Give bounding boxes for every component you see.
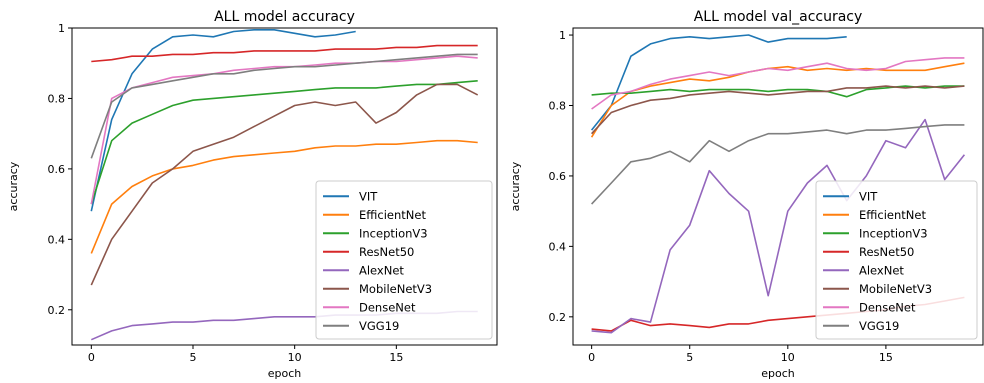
legend-item: EfficientNet bbox=[823, 208, 926, 222]
legend-label: InceptionV3 bbox=[359, 226, 428, 240]
y-axis-label: accuracy bbox=[509, 161, 522, 211]
series-line-mobilenetv3 bbox=[591, 85, 965, 135]
legend-label: VGG19 bbox=[859, 319, 899, 333]
x-tick-label: 5 bbox=[189, 351, 196, 364]
legend-label: VIT bbox=[859, 189, 878, 203]
legend: VIT EfficientNet InceptionV3 ResNet50 AlexNe… bbox=[815, 180, 978, 340]
legend-label: MobileNetV3 bbox=[359, 282, 432, 296]
legend-label: InceptionV3 bbox=[859, 226, 928, 240]
series-line-vgg19 bbox=[591, 124, 965, 205]
series-line-inceptionv3 bbox=[591, 85, 965, 98]
legend-item: ResNet50 bbox=[323, 245, 414, 259]
y-tick-label: 0.8 bbox=[549, 99, 567, 112]
y-tick-label: 0.6 bbox=[549, 170, 567, 183]
legend-item: MobileNetV3 bbox=[323, 282, 432, 296]
legend-box bbox=[315, 180, 493, 340]
x-axis-label: epoch bbox=[761, 367, 795, 380]
series-line-vgg19 bbox=[90, 53, 478, 159]
series-line-vit bbox=[590, 34, 847, 131]
series-line-densenet bbox=[90, 55, 478, 205]
legend-item: ResNet50 bbox=[823, 245, 914, 259]
legend-label: DenseNet bbox=[359, 300, 416, 314]
legend-label: AlexNet bbox=[859, 263, 904, 277]
legend-item: InceptionV3 bbox=[323, 226, 428, 240]
y-tick-label: 0.8 bbox=[48, 92, 66, 105]
legend-item: VIT bbox=[323, 189, 378, 203]
legend-label: EfficientNet bbox=[359, 208, 426, 222]
series-line-densenet bbox=[591, 57, 965, 110]
chart-title: ALL model accuracy bbox=[214, 9, 355, 25]
x-tick-label: 0 bbox=[88, 351, 95, 364]
plot-area-frame bbox=[71, 27, 498, 346]
legend-item: AlexNet bbox=[823, 263, 904, 277]
x-tick-label: 10 bbox=[288, 351, 302, 364]
y-tick-label: 0.2 bbox=[549, 311, 567, 324]
legend-label: DenseNet bbox=[859, 300, 916, 314]
y-tick-label: 0.4 bbox=[48, 233, 66, 246]
y-tick-label: 0.6 bbox=[48, 163, 66, 176]
legend-item: InceptionV3 bbox=[823, 226, 928, 240]
y-tick-label: 1 bbox=[559, 29, 566, 42]
series-line-efficientnet bbox=[590, 62, 965, 138]
y-tick-label: 1 bbox=[58, 22, 65, 35]
x-axis-label: epoch bbox=[268, 367, 302, 380]
legend-box bbox=[815, 180, 978, 340]
legend-label: VIT bbox=[359, 189, 378, 203]
legend-label: MobileNetV3 bbox=[859, 282, 932, 296]
x-tick-label: 0 bbox=[588, 351, 595, 364]
y-tick-label: 0.4 bbox=[549, 240, 567, 253]
legend-item: DenseNet bbox=[823, 300, 916, 314]
legend-item: VIT bbox=[823, 189, 878, 203]
legend-item: MobileNetV3 bbox=[823, 282, 932, 296]
series-line-vit bbox=[90, 28, 356, 212]
legend: VIT EfficientNet InceptionV3 ResNet50 AlexNe… bbox=[315, 180, 493, 340]
legend-label: ResNet50 bbox=[859, 245, 914, 259]
x-tick-label: 5 bbox=[686, 351, 693, 364]
legend-item: AlexNet bbox=[323, 263, 404, 277]
series-line-inceptionv3 bbox=[90, 80, 478, 205]
plot-area-frame bbox=[572, 27, 984, 346]
legend-label: ResNet50 bbox=[359, 245, 414, 259]
legend-item: EfficientNet bbox=[323, 208, 426, 222]
y-tick-label: 0.2 bbox=[48, 304, 66, 317]
legend-item: VGG19 bbox=[823, 319, 899, 333]
x-tick-label: 15 bbox=[389, 351, 403, 364]
chart-title: ALL model val_accuracy bbox=[694, 9, 863, 25]
legend-item: DenseNet bbox=[323, 300, 416, 314]
legend-label: EfficientNet bbox=[859, 208, 926, 222]
legend-label: AlexNet bbox=[359, 263, 404, 277]
y-axis-label: accuracy bbox=[7, 161, 20, 211]
series-line-resnet50 bbox=[91, 44, 478, 63]
x-tick-label: 15 bbox=[879, 351, 893, 364]
x-tick-label: 10 bbox=[781, 351, 795, 364]
legend-label: VGG19 bbox=[359, 319, 399, 333]
accuracy-chart: 0 5 10 15 0.2 0.4 0.6 0.8 1 ALL model accuracy e… bbox=[7, 9, 498, 380]
series-line-efficientnet bbox=[90, 139, 478, 254]
series-line-alexnet bbox=[591, 118, 966, 334]
legend-item: VGG19 bbox=[323, 319, 399, 333]
val-accuracy-chart: 0 5 10 15 0.2 0.4 0.6 0.8 1 ALL model val_accura… bbox=[509, 9, 984, 380]
series-line-mobilenetv3 bbox=[90, 83, 479, 286]
